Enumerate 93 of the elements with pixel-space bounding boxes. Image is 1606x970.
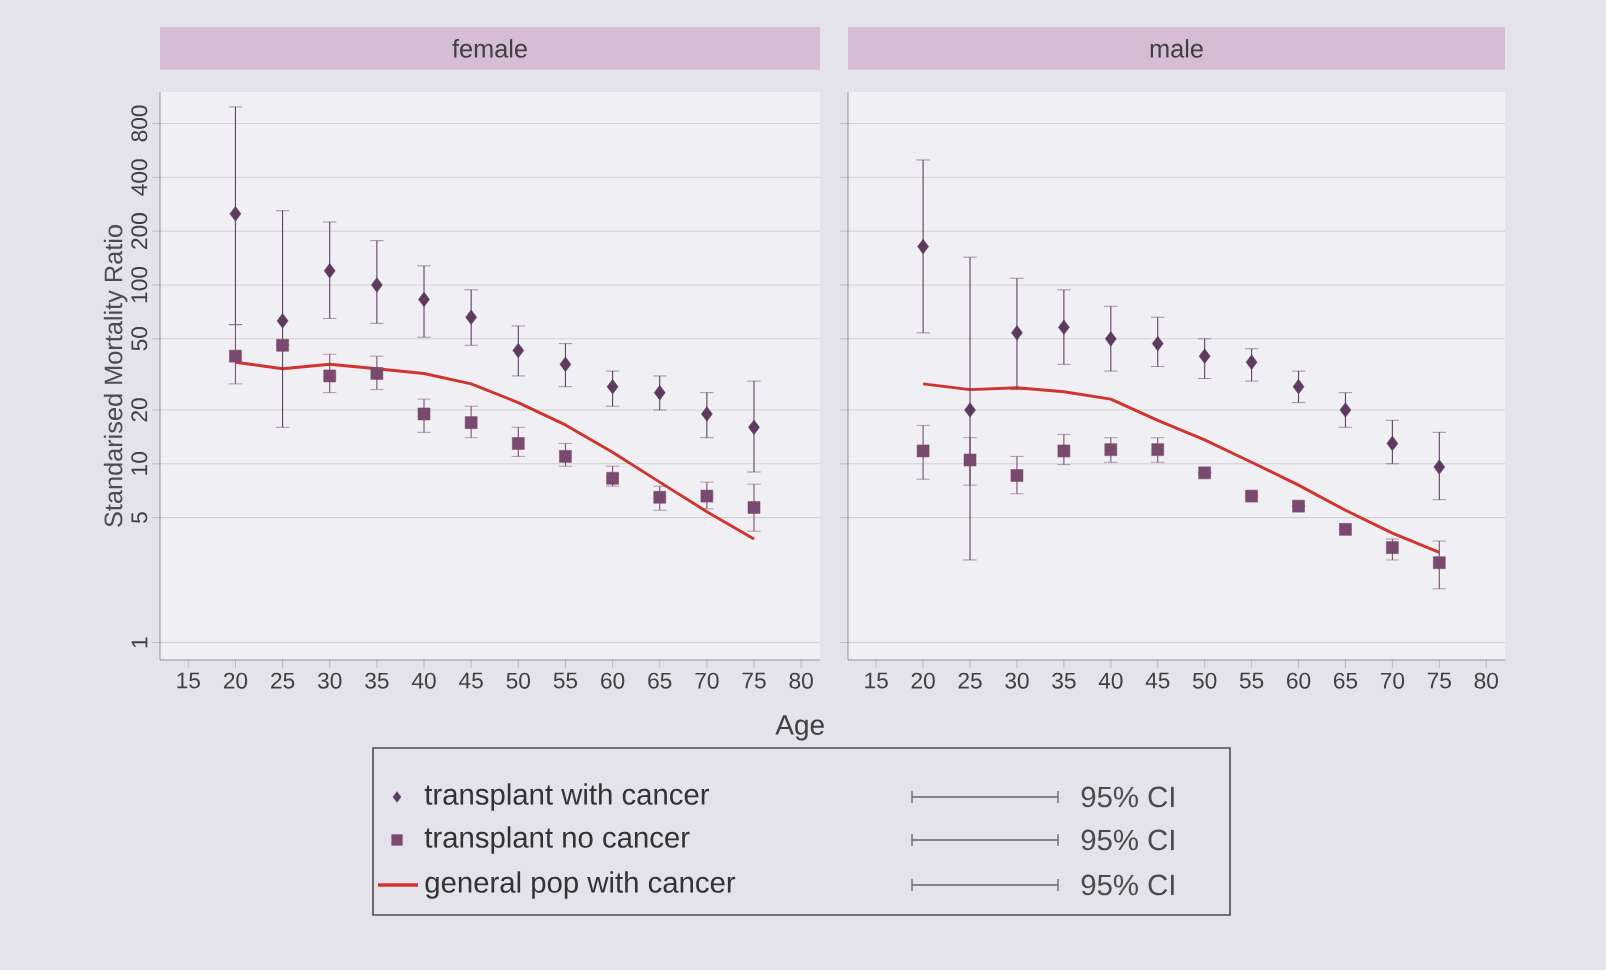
point	[917, 238, 929, 255]
x-tick-label: 70	[1380, 672, 1405, 689]
point	[1198, 348, 1211, 364]
legend-label: general pop with cancer	[425, 871, 736, 899]
point	[700, 489, 714, 503]
x-tick-label: 40	[411, 672, 436, 689]
point	[370, 367, 384, 380]
x-tick-label: 40	[1098, 672, 1123, 689]
point	[323, 263, 336, 279]
x-tick-label: 15	[177, 672, 200, 689]
point	[1057, 444, 1071, 458]
point	[1104, 443, 1118, 456]
y-tick-label: 50	[131, 327, 148, 351]
y-tick-label: 400	[131, 159, 148, 196]
text: 95% CI	[1081, 829, 1174, 851]
x-tick-label: 15	[865, 672, 888, 689]
chart-title: female	[452, 39, 527, 58]
point	[559, 450, 572, 463]
chart-title: male	[1150, 39, 1203, 58]
point	[465, 309, 477, 325]
point	[1339, 402, 1352, 418]
x-tick-label: 20	[911, 672, 935, 689]
point	[653, 491, 666, 504]
x-tick-label: 75	[1427, 672, 1451, 689]
point	[229, 349, 242, 363]
text: 95% CI	[1081, 874, 1174, 896]
x-tick-label: 60	[1287, 672, 1311, 689]
y-tick-label: 100	[131, 266, 148, 303]
point	[1245, 489, 1258, 503]
point	[464, 416, 478, 429]
point	[1386, 435, 1399, 452]
x-tick-label: 45	[1145, 672, 1170, 689]
point	[1151, 443, 1164, 456]
x-tick-label: 50	[506, 672, 531, 689]
y-tick-label: 5	[131, 512, 148, 524]
point	[276, 339, 289, 352]
x-tick-label: 30	[317, 672, 342, 689]
point	[512, 342, 525, 359]
x-tick-label: 45	[459, 672, 483, 689]
x-tick-label: 55	[1239, 672, 1264, 689]
point	[1339, 523, 1352, 536]
point	[1433, 556, 1446, 569]
point	[229, 206, 242, 222]
x-tick-label: 35	[1052, 672, 1076, 689]
point	[748, 419, 760, 435]
point	[963, 453, 977, 467]
x-tick-label: 20	[223, 672, 248, 689]
y-tick-label: 20	[131, 398, 148, 422]
point	[1198, 466, 1211, 480]
x-tick-label: 80	[1474, 672, 1498, 689]
text: 95% CI	[1081, 786, 1174, 808]
point	[371, 277, 383, 293]
point	[1433, 459, 1446, 475]
x-tick-label: 50	[1192, 672, 1217, 689]
x-tick-label: 55	[553, 672, 578, 689]
point	[1292, 499, 1305, 513]
point	[606, 379, 619, 395]
y-tick-label: 200	[131, 213, 148, 249]
x-axis-title: Age	[775, 715, 824, 741]
point	[418, 291, 430, 308]
y-tick-label: 10	[131, 452, 148, 475]
x-tick-label: 25	[271, 672, 295, 689]
point	[559, 356, 572, 372]
x-tick-label: 35	[365, 672, 389, 689]
x-tick-label: 70	[695, 672, 719, 689]
x-tick-label: 30	[1005, 672, 1029, 689]
y-axis-title: Standarised Mortality Ratio	[103, 225, 128, 527]
point	[512, 437, 525, 450]
legend-label: transplant no cancer	[424, 826, 690, 854]
point	[701, 406, 713, 422]
point	[1292, 379, 1305, 395]
y-tick-label: 800	[131, 105, 148, 142]
point	[653, 385, 666, 401]
point	[1245, 354, 1258, 370]
point	[916, 444, 930, 458]
y-tick-label: 1	[131, 637, 148, 648]
point	[1105, 331, 1117, 347]
point	[747, 501, 761, 514]
point	[1058, 319, 1070, 335]
point	[964, 402, 976, 418]
x-tick-label: 80	[789, 672, 813, 689]
x-tick-label: 75	[742, 672, 766, 689]
x-tick-label: 25	[958, 672, 982, 689]
x-tick-label: 65	[1333, 672, 1358, 689]
point	[323, 369, 336, 383]
legend-label: transplant with cancer	[424, 783, 710, 811]
point	[276, 313, 289, 329]
x-tick-label: 65	[648, 672, 672, 689]
point	[1010, 469, 1024, 482]
point	[417, 407, 431, 421]
point	[1151, 336, 1164, 352]
point	[1011, 325, 1023, 341]
x-tick-label: 60	[601, 672, 625, 689]
